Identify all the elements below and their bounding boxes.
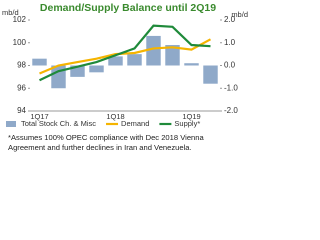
bar [165,45,180,66]
y-tick-label: 102 [13,15,27,24]
x-tick-label: 1Q17 [30,112,48,121]
legend-label: Supply* [174,119,200,128]
chart: Demand/Supply Balance until 2Q19 mb/d mb… [2,2,248,128]
bar [32,58,47,66]
y2-tick-label: 1.0 [224,38,236,47]
y-axis-label: mb/d [2,8,19,17]
bar [89,65,104,73]
bar [108,56,123,66]
bar [203,65,218,84]
y2-tick-label: -1.0 [224,83,238,92]
chart-title: Demand/Supply Balance until 2Q19 [40,2,216,14]
x-tick-label: 1Q18 [106,112,124,121]
legend-label: Demand [121,119,149,128]
legend-label: Total Stock Ch. & Misc [21,119,96,128]
footnote-line: *Assumes 100% OPEC compliance with Dec 2… [8,133,204,142]
y2-tick-label: 2.0 [224,15,236,24]
y2-axis-label: mb/d [231,10,248,19]
bar [70,65,85,77]
footnote: *Assumes 100% OPEC compliance with Dec 2… [8,133,248,153]
line [39,24,211,82]
y2-tick-label: -2.0 [224,106,238,115]
y-tick-label: 96 [17,83,26,92]
footnote-line: Agreement and further declines in Iran a… [8,143,192,152]
bar [127,54,142,66]
legend-swatch [6,121,16,127]
bar [146,35,161,66]
y-tick-label: 98 [17,61,26,70]
line [39,38,212,75]
bar [184,63,199,66]
y-tick-label: 94 [17,106,26,115]
x-tick-label: 1Q19 [182,112,200,121]
y2-tick-label: 0.0 [224,61,236,70]
y-tick-label: 100 [13,38,27,47]
